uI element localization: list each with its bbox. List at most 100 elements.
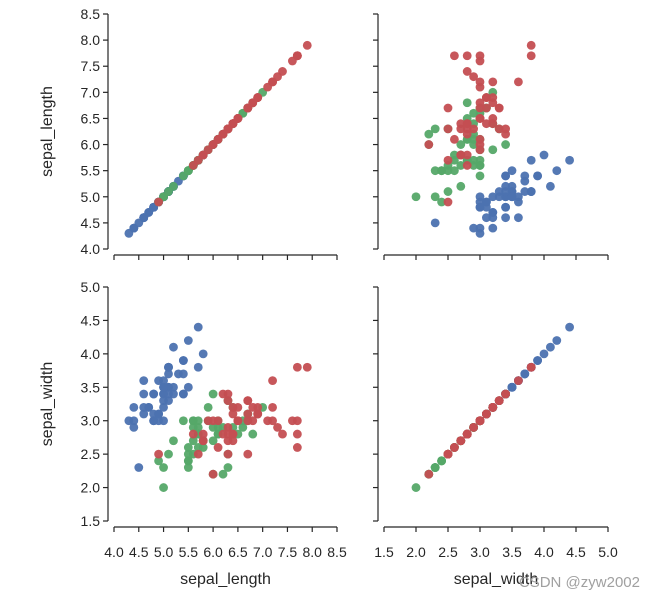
scatter-point xyxy=(159,416,168,426)
scatter-point xyxy=(223,449,233,459)
scatter-point xyxy=(233,114,243,123)
scatter-point xyxy=(228,402,238,412)
scatter-point xyxy=(169,342,178,352)
scatter-point xyxy=(546,342,555,352)
scatter-point xyxy=(482,103,491,113)
scatter-point xyxy=(134,463,144,472)
scatter-point xyxy=(482,409,491,419)
scatter-point xyxy=(456,150,466,160)
scatter-point xyxy=(193,449,203,459)
scatter-point xyxy=(482,93,491,102)
scatter-point xyxy=(223,436,233,446)
scatter-point xyxy=(223,463,233,472)
scatter-point xyxy=(159,463,168,472)
scatter-point xyxy=(193,322,203,332)
scatter-point xyxy=(443,449,453,459)
scatter-point xyxy=(526,362,536,372)
x-tick-label: 3.5 xyxy=(502,544,522,560)
scatter-point xyxy=(208,469,218,479)
scatter-point xyxy=(546,181,555,191)
scatter-point xyxy=(424,140,434,149)
scatter-point xyxy=(526,40,536,50)
y-tick-label: 4.0 xyxy=(81,346,101,362)
scatter-point xyxy=(520,369,530,379)
scatter-point xyxy=(139,213,149,223)
scatter-point xyxy=(129,402,139,412)
scatter-point xyxy=(475,223,485,233)
x-tick-label: 7.5 xyxy=(278,544,298,560)
x-tick-label: 8.0 xyxy=(302,544,322,560)
y-tick-label: 4.5 xyxy=(81,312,101,328)
scatter-point xyxy=(268,376,277,385)
scatter-point xyxy=(430,218,440,228)
scatter-point xyxy=(539,150,549,160)
scatter-point xyxy=(456,436,466,446)
scatter-point xyxy=(233,416,243,426)
scatter-point xyxy=(443,197,453,207)
scatter-point xyxy=(475,155,485,165)
scatter-point xyxy=(443,103,453,113)
scatter-point xyxy=(183,449,193,459)
y-tick-label: 1.5 xyxy=(81,513,101,529)
scatter-point xyxy=(501,213,510,223)
scatter-point xyxy=(248,429,258,439)
scatter-point xyxy=(494,124,504,134)
scatter-point xyxy=(169,436,178,446)
scatter-point xyxy=(488,192,498,202)
y-tick-label: 3.0 xyxy=(81,413,101,429)
scatter-point xyxy=(469,140,478,149)
scatter-point xyxy=(494,396,504,406)
scatter-point xyxy=(456,161,466,170)
scatter-point xyxy=(149,416,159,426)
scatter-point xyxy=(526,155,536,165)
scatter-point xyxy=(218,389,228,399)
x-tick-label: 2.5 xyxy=(438,544,458,560)
scatter-point xyxy=(243,449,253,459)
scatter-point xyxy=(443,187,453,196)
scatter-point xyxy=(552,336,562,345)
scatter-point xyxy=(450,150,459,160)
scatter-point xyxy=(164,187,173,196)
x-tick-label: 5.5 xyxy=(179,544,199,560)
scatter-point xyxy=(302,362,312,372)
scatter-point xyxy=(482,119,491,129)
scatter-point xyxy=(565,155,574,165)
y-tick-label: 8.5 xyxy=(81,6,101,22)
scatter-point xyxy=(183,463,193,472)
scatter-point xyxy=(430,192,440,202)
scatter-point xyxy=(248,402,258,412)
scatter-point xyxy=(443,124,453,134)
scatter-point xyxy=(243,409,253,419)
scatter-point xyxy=(253,409,263,419)
scatter-point xyxy=(198,429,208,439)
x-tick-label: 5.0 xyxy=(598,544,618,560)
scatter-point xyxy=(462,150,472,160)
scatter-point xyxy=(203,145,213,155)
scatter-point xyxy=(223,396,233,406)
scatter-point xyxy=(494,192,504,202)
scatter-point xyxy=(183,456,193,466)
scatter-point xyxy=(193,362,203,372)
scatter-point xyxy=(450,166,459,176)
scatter-point xyxy=(437,456,446,466)
y-tick-label: 5.0 xyxy=(81,279,101,295)
scatter-point xyxy=(430,463,440,472)
panel-0-1 xyxy=(373,13,609,260)
scatter-point xyxy=(208,423,218,432)
y-axis-label: sepal_width xyxy=(39,362,56,447)
scatter-point xyxy=(462,51,472,61)
x-tick-label: 6.0 xyxy=(203,544,223,560)
scatter-point xyxy=(183,443,193,452)
scatter-point xyxy=(292,429,302,439)
scatter-point xyxy=(164,449,173,459)
scatter-point xyxy=(424,129,434,139)
scatter-point xyxy=(139,402,149,412)
x-axis-label: sepal_length xyxy=(180,571,271,588)
y-tick-label: 8.0 xyxy=(81,32,101,48)
scatter-point xyxy=(450,51,459,61)
scatter-point xyxy=(154,197,164,207)
scatter-point xyxy=(475,171,485,181)
panel-0-0: 4.0 4.5 5.0 5.5 6.0 6.5 7.0 7.5 8.0 8.5 sepal_leng… xyxy=(39,6,338,260)
scatter-point xyxy=(501,187,510,196)
